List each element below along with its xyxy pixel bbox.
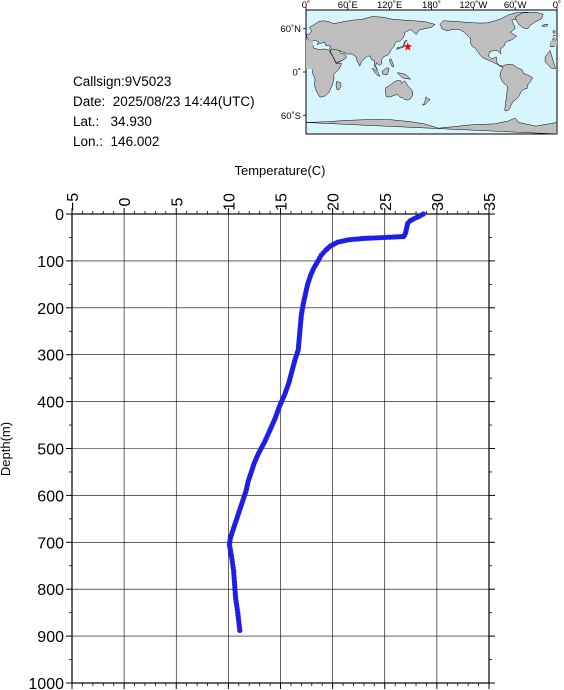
date-value: 2025/08/23 14:44(UTC)	[112, 94, 255, 109]
y-tick-label: 1000	[28, 676, 64, 690]
location-star-icon	[403, 42, 413, 51]
temperature-depth-chart: −5 0 5 10 15 20 25 30 35 01002003004005006007008…	[0, 163, 499, 690]
map-lon-label: 60˚W	[504, 0, 527, 11]
y-tick-label: 400	[37, 395, 64, 412]
x-axis-ticks	[71, 208, 490, 689]
location-marker	[403, 42, 413, 51]
map-lon-labels: 0˚ 60˚E 120˚E 180˚ 120˚W 60˚W 0˚	[302, 0, 561, 11]
date-row: Date: 2025/08/23 14:44(UTC)	[73, 92, 255, 112]
x-tick-label: 0	[117, 197, 134, 206]
new-zealand-land	[421, 96, 431, 106]
sumatra-land	[371, 67, 381, 77]
map-lat-label: 60˚N	[280, 24, 301, 35]
map-lon-label: 120˚E	[377, 0, 402, 11]
borneo-land	[381, 67, 390, 76]
x-tick-label: 5	[169, 197, 186, 206]
profile-line	[227, 212, 426, 633]
callsign-label: Callsign:	[73, 74, 125, 89]
map-lon-label: 180˚	[422, 0, 441, 11]
y-tick-label: 800	[37, 582, 64, 599]
west-europe-land	[306, 40, 313, 47]
x-axis-label: Temperature(C)	[234, 163, 325, 178]
australia-land	[385, 80, 413, 101]
y-tick-label: 700	[37, 535, 64, 552]
iceland-land	[541, 24, 549, 27]
west-africa-land	[306, 45, 313, 70]
callsign-row: Callsign:9V5023	[73, 72, 255, 92]
x-tick-label: 35	[482, 193, 499, 211]
map-lat-label: 0˚	[293, 68, 301, 79]
y-tick-label: 100	[37, 254, 64, 271]
x-tick-label: 15	[274, 193, 291, 211]
lat-row: Lat.: 34.930	[73, 112, 255, 132]
map-lon-label: 0˚	[553, 0, 561, 11]
madagascar-land	[335, 81, 342, 91]
chart-grid	[71, 213, 490, 684]
x-tick-label: 25	[378, 193, 395, 211]
north-america-land	[439, 11, 534, 68]
y-axis-tick-labels: 0 100 200 300 400 500 600 700 800 900 1000	[28, 207, 64, 690]
y-tick-label: 500	[37, 442, 64, 459]
y-axis-ticks	[66, 213, 495, 684]
lat-label: Lat.:	[73, 114, 100, 129]
callsign-value: 9V5023	[124, 74, 172, 89]
y-tick-label: 300	[37, 348, 64, 365]
new-guinea-land	[396, 72, 412, 80]
y-axis-label: Depth(m)	[0, 422, 13, 476]
x-tick-label: −5	[65, 193, 82, 211]
lat-value: 34.930	[110, 114, 152, 129]
y-tick-label: 200	[37, 301, 64, 318]
info-panel: Callsign:9V5023 Date: 2025/08/23 14:44(U…	[73, 72, 255, 152]
iberia-land	[550, 40, 557, 47]
x-tick-label: 20	[326, 193, 343, 211]
philippines-land	[389, 58, 395, 68]
x-axis-tick-labels: −5 0 5 10 15 20 25 30 35	[65, 193, 499, 211]
y-tick-label: 0	[55, 207, 64, 224]
world-map: 0˚ 60˚E 120˚E 180˚ 120˚W 60˚W 0˚ 60˚N 0˚ 60˚S	[280, 0, 561, 135]
x-tick-label: 30	[430, 193, 447, 211]
arabia-land	[330, 48, 347, 63]
y-tick-label: 600	[37, 488, 64, 505]
map-ticks	[303, 7, 558, 116]
lon-value: 146.002	[110, 134, 160, 149]
map-lon-label: 120˚W	[459, 0, 487, 11]
map-lat-labels: 60˚N 0˚ 60˚S	[280, 24, 301, 122]
profile-point	[237, 627, 243, 634]
x-tick-label: 10	[221, 193, 238, 211]
temperature-profile	[226, 211, 426, 634]
date-label: Date:	[73, 94, 106, 109]
map-lat-label: 60˚S	[281, 111, 301, 122]
lon-label: Lon.:	[73, 134, 104, 149]
map-land	[305, 11, 558, 135]
map-lon-label: 0˚	[302, 0, 310, 11]
greenland-land	[514, 11, 544, 29]
y-tick-label: 900	[37, 629, 64, 646]
uk-land	[305, 29, 556, 37]
lon-row: Lon.: 146.002	[73, 132, 255, 152]
japan-land	[396, 40, 408, 51]
map-lon-label: 60˚E	[338, 0, 358, 11]
south-america-land	[499, 63, 533, 112]
